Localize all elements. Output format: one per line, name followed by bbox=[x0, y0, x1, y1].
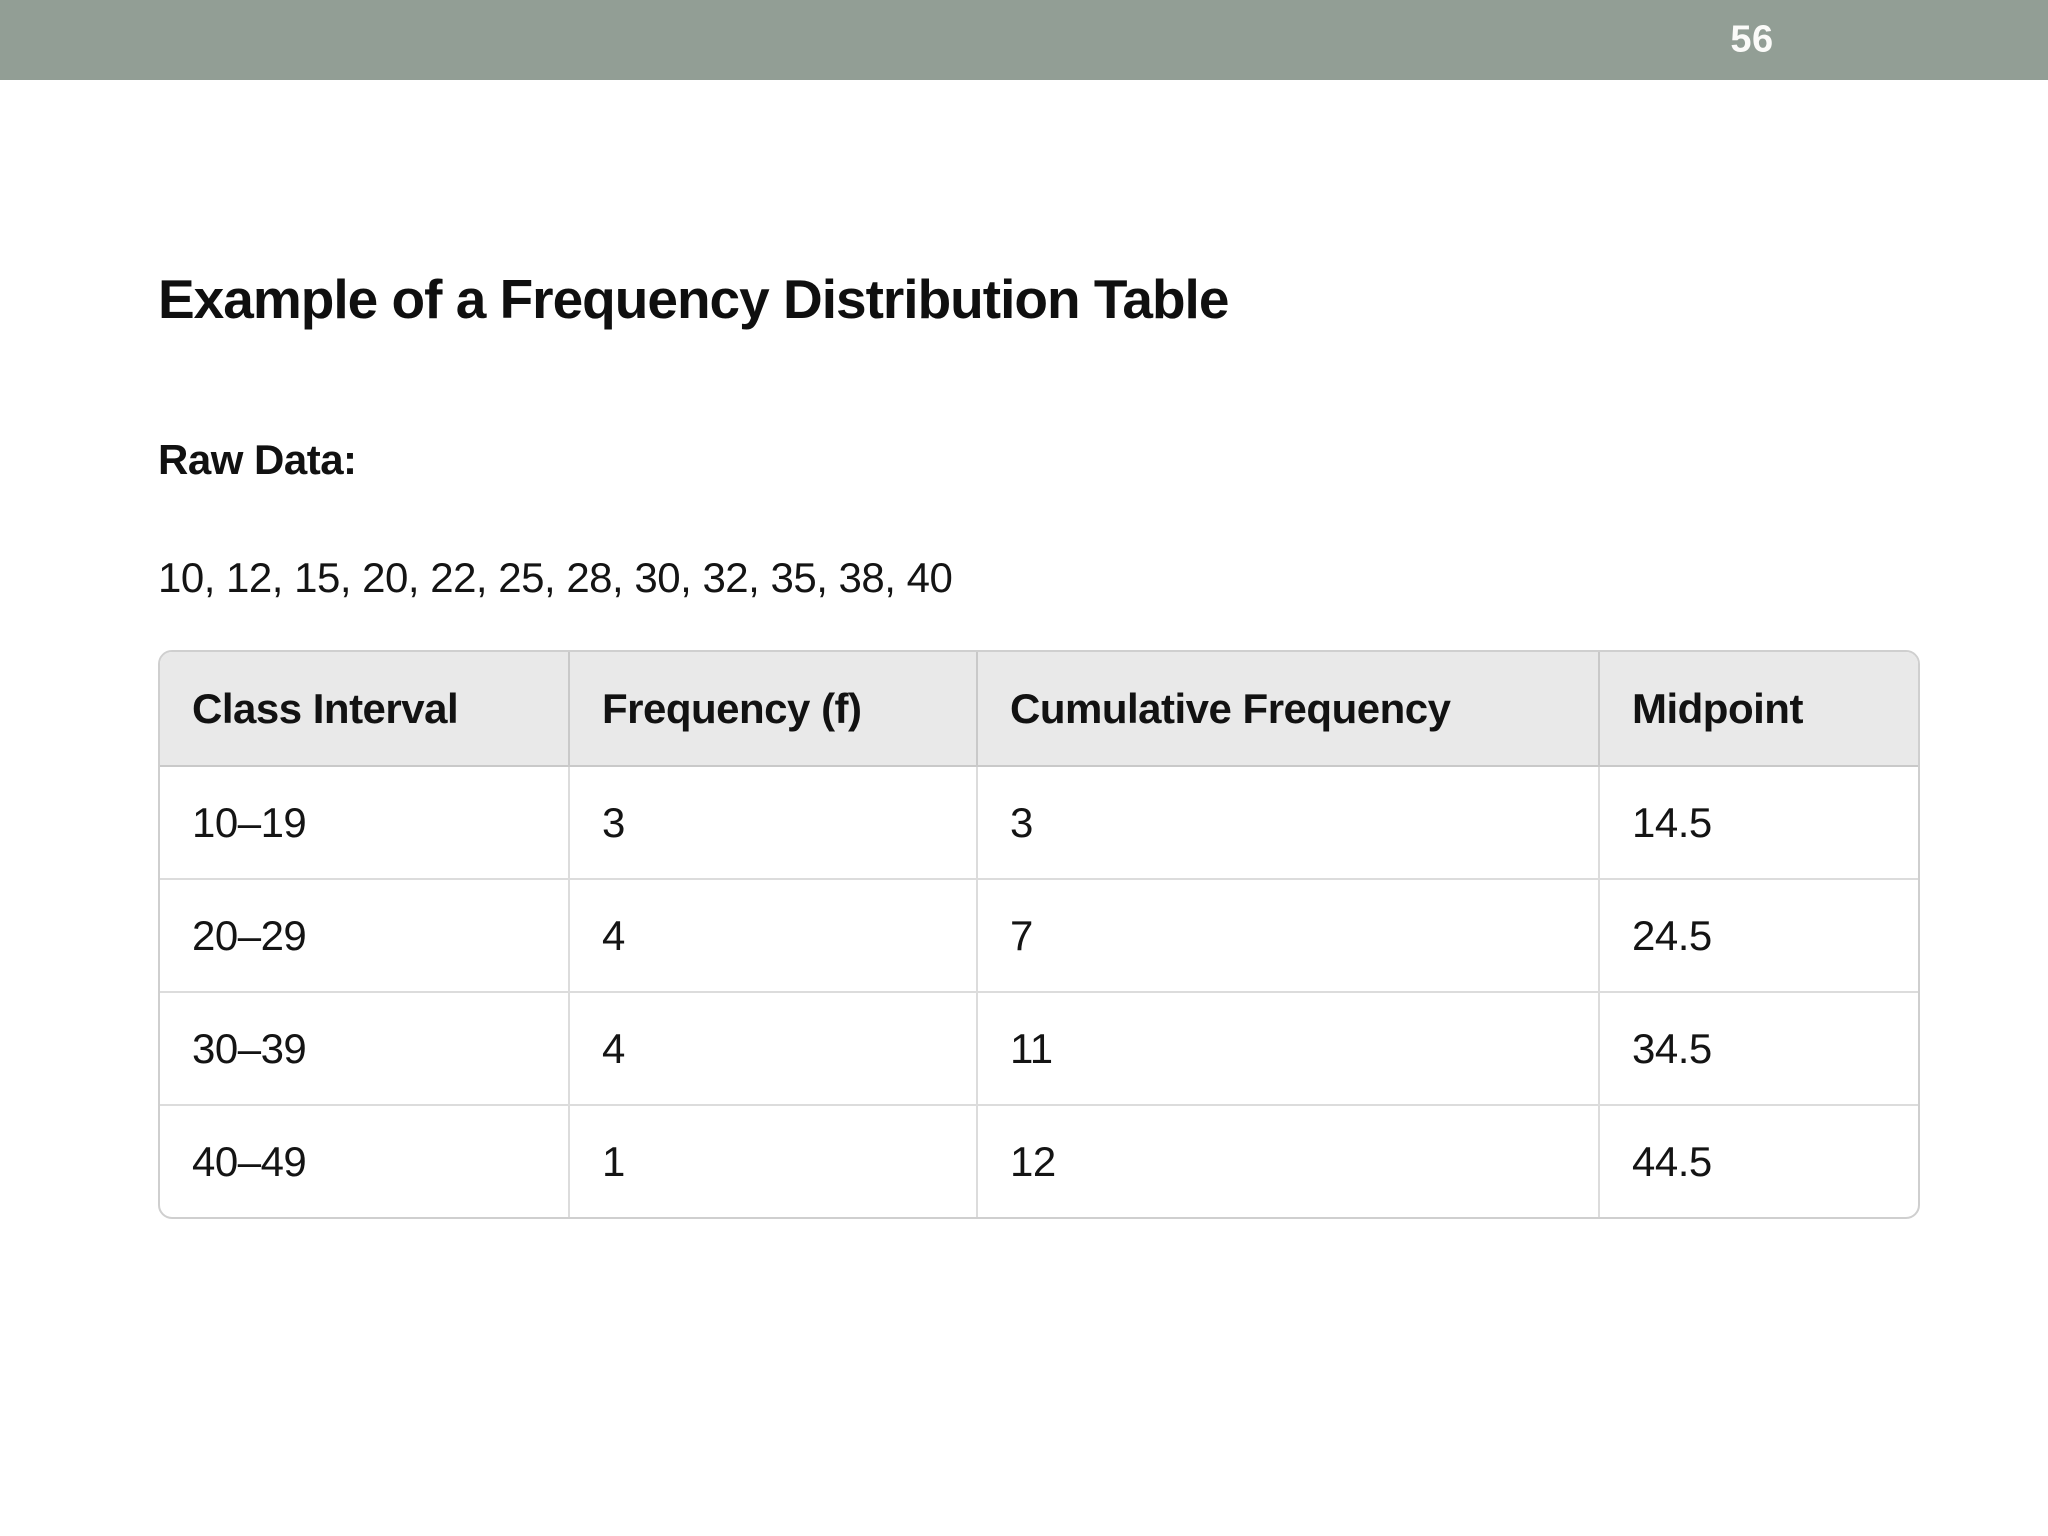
table-row: 30–39 4 11 34.5 bbox=[160, 992, 1918, 1106]
col-header-midpoint: Midpoint bbox=[1599, 652, 1918, 767]
col-header-cumulative-frequency: Cumulative Frequency bbox=[977, 652, 1600, 767]
cell-midpoint: 44.5 bbox=[1632, 1137, 1712, 1185]
col-header-frequency: Frequency (f) bbox=[569, 652, 978, 767]
frequency-distribution-table: Class Interval Frequency (f) Cumulative … bbox=[158, 650, 1920, 1219]
cell-midpoint: 14.5 bbox=[1599, 766, 1918, 880]
table-row: 40–49 1 12 44.5 bbox=[160, 1105, 1918, 1217]
table: Class Interval Frequency (f) Cumulative … bbox=[160, 652, 1918, 1217]
slide-header-bar: 56 bbox=[0, 0, 2048, 80]
cell-class-interval: 40–49 bbox=[160, 1105, 570, 1217]
cell-frequency: 3 bbox=[569, 766, 978, 880]
cell-class-interval: 20–29 bbox=[160, 879, 570, 993]
slide-title: Example of a Frequency Distribution Tabl… bbox=[158, 268, 1229, 330]
cell-cumulative-frequency: 12 bbox=[977, 1105, 1600, 1217]
cell-class-interval: 10–19 bbox=[160, 766, 570, 880]
cell-cumulative-frequency: 3 bbox=[977, 766, 1600, 880]
raw-data-values: 10, 12, 15, 20, 22, 25, 28, 30, 32, 35, … bbox=[158, 554, 953, 601]
cell-cumulative-frequency: 11 bbox=[977, 992, 1600, 1106]
cell-midpoint: 34.5 bbox=[1599, 992, 1918, 1106]
page-number: 56 bbox=[1730, 18, 1774, 61]
cell-frequency: 1 bbox=[569, 1105, 978, 1217]
cell-midpoint: 24.5 bbox=[1599, 879, 1918, 993]
col-header-class-interval: Class Interval bbox=[160, 652, 570, 767]
table-row: 10–19 3 3 14.5 bbox=[160, 766, 1918, 880]
cell-class-interval: 30–39 bbox=[160, 992, 570, 1106]
table-header-row: Class Interval Frequency (f) Cumulative … bbox=[160, 652, 1918, 767]
cell-cumulative-frequency: 7 bbox=[977, 879, 1600, 993]
table-row: 20–29 4 7 24.5 bbox=[160, 879, 1918, 993]
raw-data-label: Raw Data: bbox=[158, 436, 357, 483]
cell-frequency: 4 bbox=[569, 992, 978, 1106]
cell-frequency: 4 bbox=[569, 879, 978, 993]
